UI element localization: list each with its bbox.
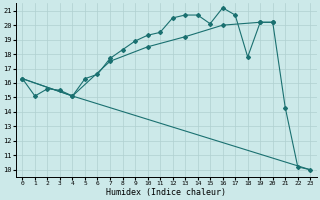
X-axis label: Humidex (Indice chaleur): Humidex (Indice chaleur) xyxy=(106,188,226,197)
